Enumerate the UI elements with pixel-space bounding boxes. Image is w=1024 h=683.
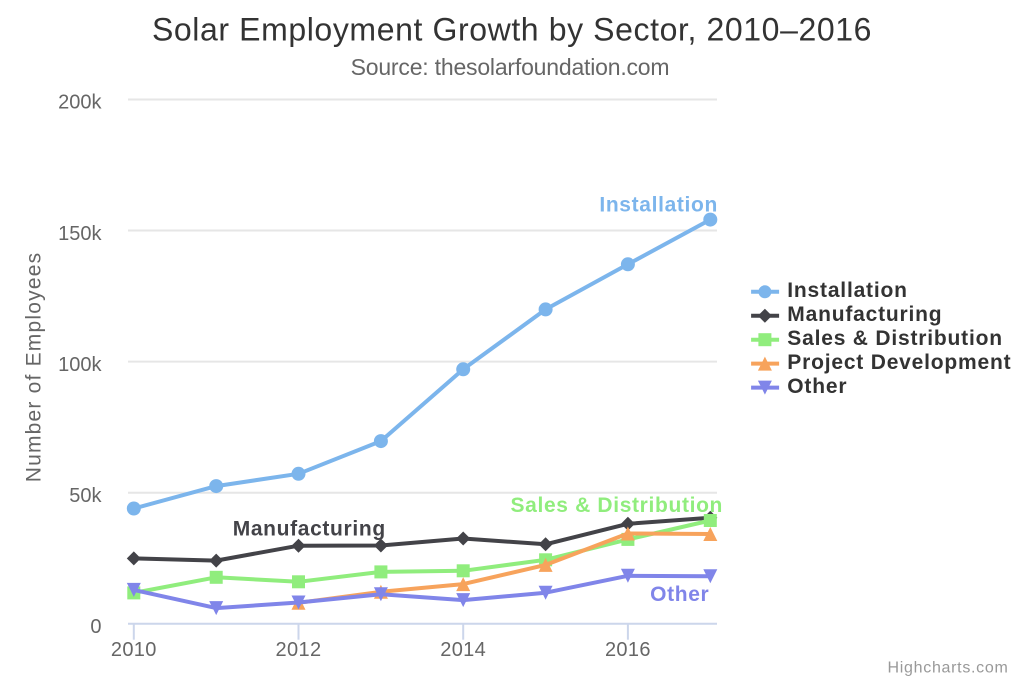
svg-text:Installation: Installation xyxy=(787,279,907,302)
svg-text:2010: 2010 xyxy=(111,639,157,661)
svg-text:Sales & Distribution: Sales & Distribution xyxy=(511,494,724,517)
svg-text:Other: Other xyxy=(650,583,709,606)
svg-text:Number of Employees: Number of Employees xyxy=(23,252,46,483)
svg-text:Source: thesolarfoundation.com: Source: thesolarfoundation.com xyxy=(351,54,670,80)
svg-text:Manufacturing: Manufacturing xyxy=(787,303,942,326)
svg-text:Project Development: Project Development xyxy=(787,351,1011,374)
svg-text:0: 0 xyxy=(90,616,101,638)
svg-text:Highcharts.com: Highcharts.com xyxy=(888,660,1009,677)
svg-text:Installation: Installation xyxy=(599,193,718,216)
svg-text:2016: 2016 xyxy=(605,639,651,661)
svg-text:2014: 2014 xyxy=(440,639,486,661)
svg-text:200k: 200k xyxy=(58,92,102,114)
svg-text:100k: 100k xyxy=(58,354,102,376)
svg-text:Solar Employment Growth by Sec: Solar Employment Growth by Sector, 2010–… xyxy=(152,12,872,48)
svg-text:150k: 150k xyxy=(58,223,102,245)
svg-text:Manufacturing: Manufacturing xyxy=(233,518,386,541)
svg-text:2012: 2012 xyxy=(276,639,322,661)
svg-text:Sales & Distribution: Sales & Distribution xyxy=(787,327,1003,350)
svg-text:Other: Other xyxy=(787,375,847,398)
svg-text:50k: 50k xyxy=(69,485,102,507)
